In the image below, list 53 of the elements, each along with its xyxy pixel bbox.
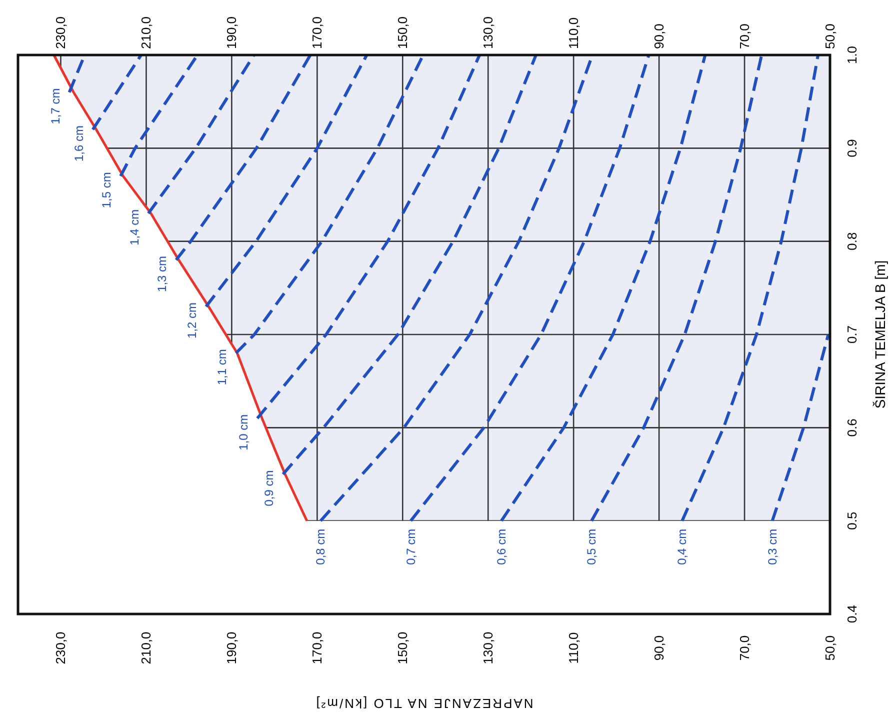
x2-tick-label: 170,0 <box>310 632 325 664</box>
x2-tick-label: 70,0 <box>737 635 752 661</box>
text: 1,3 cm <box>155 256 170 292</box>
x2-tick-label: 130,0 <box>480 632 496 664</box>
line-series <box>256 54 482 420</box>
text: 0,9 cm <box>262 470 276 506</box>
x-tick-label: 230,0 <box>53 16 68 49</box>
text: 1,2 cm <box>185 302 200 339</box>
text: 0,8 cm <box>314 528 328 565</box>
x-tick-label: 130,0 <box>480 16 496 49</box>
x2-tick-label: 110,0 <box>566 632 582 664</box>
line-series <box>680 54 820 522</box>
x2-tick-label: 50,0 <box>822 635 838 661</box>
line-series <box>281 54 538 476</box>
x-tick-label: 170,0 <box>310 16 325 49</box>
text: 1,7 cm <box>48 88 62 124</box>
y-tick-label: 0.4 <box>844 604 860 624</box>
x2-tick-label: 190,0 <box>224 632 240 664</box>
x-tick-label: 190,0 <box>224 16 240 49</box>
line-series <box>174 54 312 262</box>
x2-tick-label: 90,0 <box>652 635 667 661</box>
y-tick-label: 0.7 <box>844 325 860 344</box>
text: 0,6 cm <box>494 528 508 565</box>
x-tick-label: 150,0 <box>395 16 410 49</box>
x-tick-label: 90,0 <box>652 24 667 49</box>
x-tick-label: 70,0 <box>737 24 752 49</box>
x-axis-title: NAPREZANJE NA TLO [kN/m²] <box>314 696 534 712</box>
y-axis-title: ŠIRINA TEMELJA B [m] <box>872 260 888 409</box>
line-series <box>590 54 764 522</box>
text: 1,6 cm <box>72 126 86 162</box>
text: 0,3 cm <box>765 528 780 565</box>
line-series <box>52 54 308 522</box>
y-tick-label: 0.8 <box>844 232 860 250</box>
x2-tick-label: 150,0 <box>395 632 410 664</box>
line-series <box>500 54 707 522</box>
y-tick-label: 0.6 <box>844 418 860 437</box>
y-tick-label: 0.5 <box>844 512 860 530</box>
y-tick-label: 1.0 <box>844 46 860 64</box>
x2-tick-label: 230,0 <box>53 632 68 664</box>
text: 1,4 cm <box>127 209 142 246</box>
x-tick-label: 110,0 <box>566 17 582 49</box>
text: 0,4 cm <box>675 528 690 565</box>
text: 0,5 cm <box>584 528 599 565</box>
x-tick-label: 210,0 <box>138 16 154 49</box>
x-tick-label: 50,0 <box>822 24 838 49</box>
text: 1,0 cm <box>236 414 250 450</box>
text: 1,1 cm <box>214 349 229 386</box>
line-series <box>409 54 650 522</box>
text: 1,5 cm <box>100 172 114 208</box>
line-series <box>204 54 368 308</box>
x2-tick-label: 210,0 <box>138 632 154 664</box>
y-tick-label: 0.9 <box>844 139 860 158</box>
text: 0,7 cm <box>404 528 418 565</box>
